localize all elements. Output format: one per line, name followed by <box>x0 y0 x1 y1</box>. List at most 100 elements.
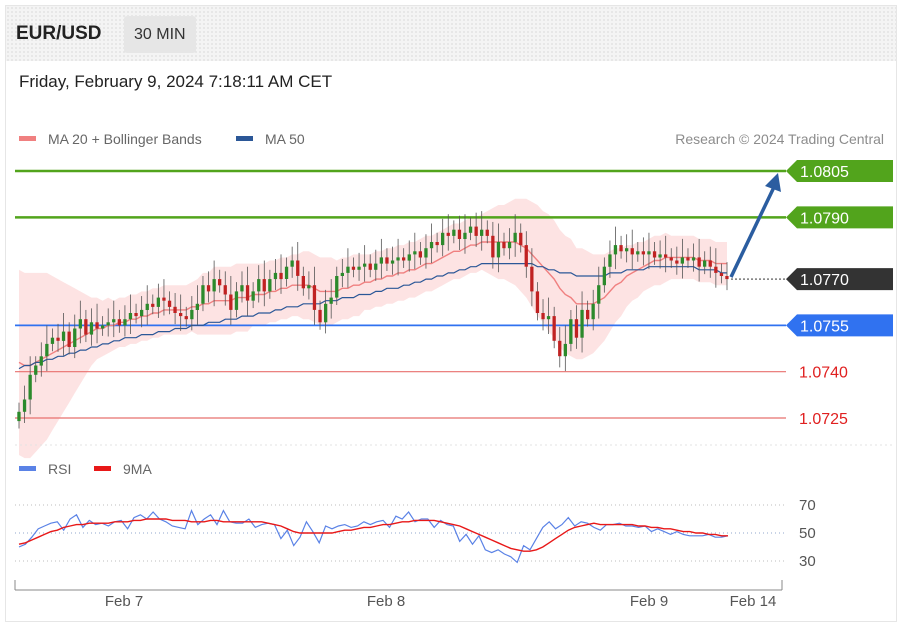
down-candle <box>402 257 406 261</box>
down-candle <box>491 235 495 258</box>
up-candle <box>480 229 484 236</box>
down-candle <box>669 257 673 261</box>
rsi-tick-30: 30 <box>799 553 816 570</box>
up-candle <box>507 242 512 249</box>
down-candle <box>279 272 283 280</box>
down-candle <box>218 279 222 286</box>
down-candle <box>162 297 166 301</box>
down-candle <box>675 260 679 264</box>
target-arrow-head <box>765 173 781 192</box>
up-candle <box>636 251 640 255</box>
datetime-label: Friday, February 9, 2024 7:18:11 AM CET <box>19 72 333 91</box>
down-candle <box>184 316 188 320</box>
timeframe-badge[interactable]: 30 MIN <box>124 16 196 53</box>
up-candle <box>145 303 149 310</box>
level-label-1-0755: 1.0755 <box>800 318 849 335</box>
level-label-1-0725: 1.0725 <box>799 411 848 428</box>
down-candle <box>368 263 372 270</box>
down-candle <box>262 279 266 292</box>
rsi-plot: 70 50 30 <box>15 497 816 570</box>
ma20-line <box>18 241 727 367</box>
main-plot: 1.0805 1.0790 1.0770 1.0755 1.0740 1.0725 <box>15 160 893 459</box>
ma20-legend-label: MA 20 + Bollinger Bands <box>48 131 202 147</box>
research-credit: Research © 2024 Trading Central <box>675 131 884 147</box>
level-label-1-0805: 1.0805 <box>800 164 849 181</box>
up-candle <box>346 266 350 273</box>
rsi-legend: RSI 9MA <box>19 461 152 477</box>
down-candle <box>385 257 389 264</box>
down-candle <box>719 272 724 276</box>
down-candle <box>530 266 534 292</box>
down-candle <box>524 245 528 267</box>
rsi-ma-legend-swatch <box>94 466 111 471</box>
down-candle <box>708 260 712 267</box>
up-candle <box>45 343 49 357</box>
up-candle <box>513 232 517 243</box>
down-candle <box>173 306 177 313</box>
down-candle <box>519 232 523 246</box>
up-candle <box>546 316 551 320</box>
down-candle <box>418 251 422 258</box>
down-candle <box>312 285 317 310</box>
main-legend: MA 20 + Bollinger Bands MA 50 <box>19 131 305 147</box>
down-candle <box>652 251 657 258</box>
up-candle <box>234 291 239 310</box>
up-candle <box>357 266 361 270</box>
down-candle <box>223 285 227 295</box>
up-candle <box>390 260 395 264</box>
up-candle <box>658 254 662 258</box>
down-candle <box>67 331 71 347</box>
up-candle <box>396 257 400 261</box>
up-candle <box>613 245 618 255</box>
down-candle <box>151 303 155 307</box>
up-candle <box>608 254 612 267</box>
rsi-ma-legend-label: 9MA <box>123 461 152 477</box>
down-candle <box>641 251 645 255</box>
down-candle <box>84 319 88 335</box>
up-candle <box>307 285 311 289</box>
level-label-1-0740: 1.0740 <box>799 365 848 382</box>
x-tick-label: Feb 7 <box>105 593 143 610</box>
down-candle <box>552 316 556 341</box>
up-candle <box>123 319 127 326</box>
level-tag-1-0790 <box>786 206 893 229</box>
x-tick-label: Feb 14 <box>730 593 777 610</box>
up-candle <box>591 303 595 320</box>
down-candle <box>502 242 506 249</box>
up-candle <box>580 309 584 338</box>
up-candle <box>17 411 21 422</box>
rsi-line <box>18 508 729 564</box>
up-candle <box>340 272 344 276</box>
up-candle <box>647 251 651 255</box>
rsi-9ma-line <box>18 518 728 552</box>
up-candle <box>374 263 378 270</box>
pair-title: EUR/USD <box>16 23 102 44</box>
up-candle <box>379 257 383 264</box>
up-candle <box>602 266 606 286</box>
level-tag-1-0805 <box>786 160 893 182</box>
up-candle <box>101 325 105 329</box>
up-candle <box>463 232 467 239</box>
up-candle <box>496 242 501 258</box>
up-candle <box>50 337 55 344</box>
up-candle <box>703 260 707 267</box>
down-candle <box>630 248 634 255</box>
down-candle <box>446 232 450 236</box>
down-candle <box>301 276 305 289</box>
up-candle <box>429 242 434 249</box>
up-candle <box>468 226 473 233</box>
down-candle <box>296 260 300 276</box>
down-candle <box>714 266 718 273</box>
bollinger-band-area <box>19 198 727 459</box>
down-candle <box>725 276 729 280</box>
rsi-legend-label: RSI <box>48 461 71 477</box>
target-arrow-shaft <box>729 184 777 278</box>
up-candle <box>156 297 160 307</box>
down-candle <box>457 229 462 239</box>
rsi-legend-swatch <box>19 466 36 471</box>
up-candle <box>89 322 94 335</box>
up-candle <box>61 331 66 341</box>
up-candle <box>680 257 684 264</box>
down-candle <box>619 245 623 252</box>
x-axis: Feb 7 Feb 8 Feb 9 Feb 14 <box>14 580 783 610</box>
